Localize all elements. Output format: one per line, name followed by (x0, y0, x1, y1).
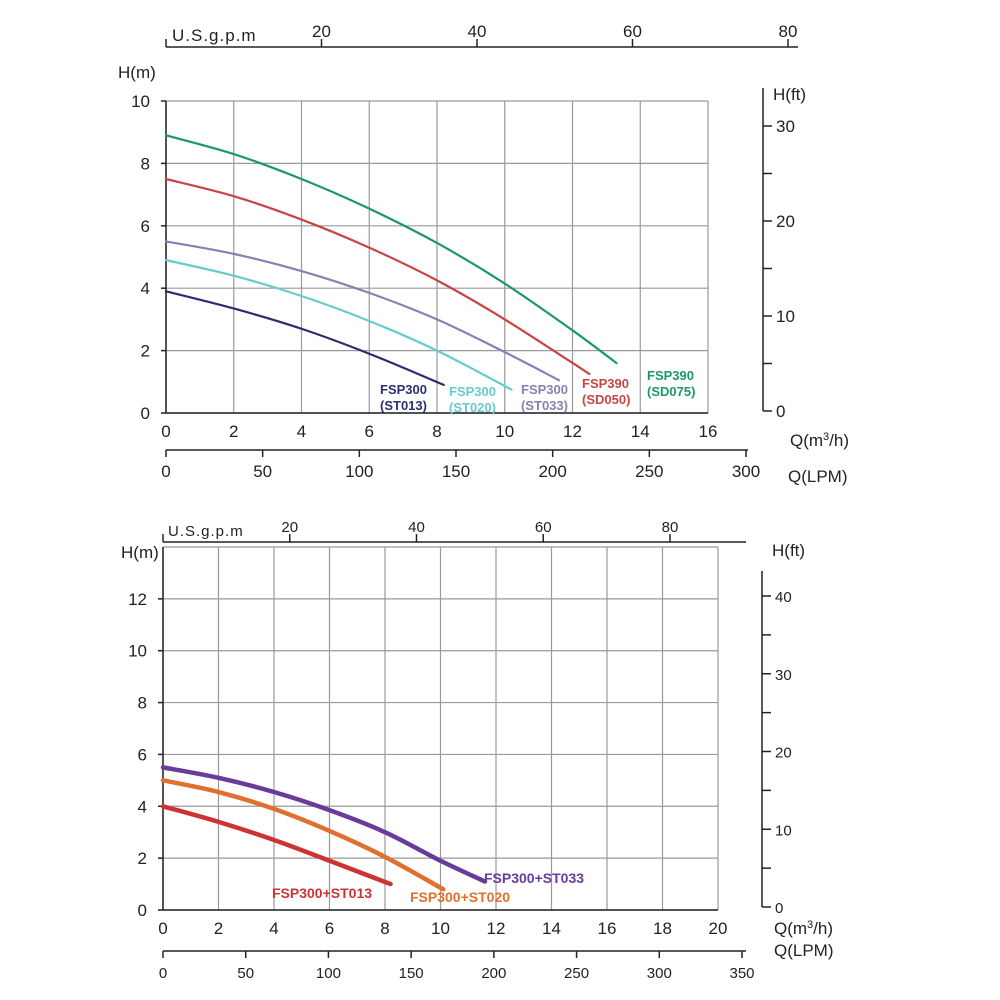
right-axis-tick-label: 30 (775, 667, 792, 684)
top-axis-tick-label: 40 (468, 22, 487, 41)
x-tick-label: 14 (542, 919, 561, 938)
top-axis-tick-label: 80 (779, 22, 798, 41)
y-tick-label: 0 (138, 901, 147, 920)
bottom-axis-tick-label: 200 (481, 965, 506, 982)
x-tick-label: 14 (631, 422, 650, 441)
y-tick-label: 12 (128, 590, 147, 609)
right-axis-tick-label: 0 (776, 402, 785, 421)
right-axis-tick-label: 0 (775, 900, 783, 917)
bottom-axis-tick-label: 150 (442, 462, 470, 481)
top-axis-label: U.S.g.p.m (172, 26, 257, 45)
series-line (160, 765, 488, 884)
x-tick-label: 16 (598, 919, 617, 938)
x-tick-label: 6 (365, 422, 374, 441)
series-line (164, 177, 591, 376)
x-tick-label: 20 (709, 919, 728, 938)
x-tick-label: 4 (297, 422, 306, 441)
x-tick-label: 6 (325, 919, 334, 938)
series-line (160, 804, 393, 887)
top-axis-tick-label: 40 (408, 519, 425, 536)
grid-lines (162, 546, 719, 911)
x-tick-label: 0 (161, 422, 170, 441)
top-axis-tick-label: 60 (623, 22, 642, 41)
x-tick-label: 18 (653, 919, 672, 938)
bottom-axis-tick-label: 0 (161, 462, 170, 481)
y-tick-label: 2 (141, 342, 150, 361)
top-axis-tick-label: 20 (281, 519, 298, 536)
x-tick-label: 4 (269, 919, 278, 938)
y-axis-label: H(m) (118, 63, 156, 82)
y-tick-label: 2 (138, 849, 147, 868)
x-tick-label: 2 (229, 422, 238, 441)
right-axis-label: H(ft) (773, 85, 806, 104)
bottom-axis-tick-label: 50 (237, 965, 254, 982)
series-label: FSP300+ST020 (410, 889, 510, 905)
series-label: FSP390 (SD050) (582, 376, 630, 407)
y-tick-label: 8 (138, 694, 147, 713)
bottom-axis-label: Q(LPM) (774, 941, 834, 960)
chart-1: 0 2 4 6 8 10 H(m) 0 2 4 6 8 10 12 14 16 Q(m3/h) U.S.g.p.m… (118, 22, 849, 486)
bottom-axis-tick-label: 350 (729, 965, 754, 982)
series-line (164, 259, 513, 391)
chart-2: 0 2 4 6 8 10 12 H(m) 0 2 4 6 8 10 12 14 16 18 20 Q(m3/h) U.S… (121, 519, 834, 982)
y-tick-label: 6 (138, 745, 147, 764)
x-tick-label: 12 (563, 422, 582, 441)
right-axis-label: H(ft) (772, 541, 805, 560)
bottom-axis-tick-label: 50 (253, 462, 272, 481)
right-axis-tick-label: 30 (776, 117, 795, 136)
y-tick-label: 10 (131, 92, 150, 111)
x-tick-label: 10 (495, 422, 514, 441)
bottom-axis-tick-label: 100 (345, 462, 373, 481)
series-label: FSP300+ST033 (484, 870, 584, 886)
bottom-axis-tick-label: 250 (635, 462, 663, 481)
x-axis-label: Q(m3/h) (774, 919, 833, 938)
x-tick-label: 0 (158, 919, 167, 938)
y-tick-label: 10 (128, 642, 147, 661)
y-tick-label: 4 (138, 797, 147, 816)
series-label: FSP300 (ST020) (449, 384, 496, 415)
x-tick-label: 8 (432, 422, 441, 441)
top-axis-label: U.S.g.p.m (168, 523, 244, 540)
bottom-axis-tick-label: 300 (647, 965, 672, 982)
x-tick-label: 2 (214, 919, 223, 938)
series-line (164, 240, 561, 382)
y-tick-label: 0 (141, 404, 150, 423)
right-axis-tick-label: 40 (775, 589, 792, 606)
series-label: FSP300+ST013 (272, 885, 372, 901)
top-axis-tick-label: 20 (312, 22, 331, 41)
right-axis-tick-label: 20 (776, 212, 795, 231)
y-tick-label: 4 (141, 279, 150, 298)
series-line (164, 134, 618, 365)
series-label: FSP390 (SD075) (647, 368, 695, 399)
x-tick-label: 16 (699, 422, 718, 441)
series-label: FSP300 (ST033) (521, 382, 568, 413)
right-axis-tick-label: 10 (776, 307, 795, 326)
x-tick-label: 10 (431, 919, 450, 938)
top-axis-tick-label: 80 (662, 519, 679, 536)
x-axis-label: Q(m3/h) (790, 431, 849, 450)
right-axis-tick-label: 20 (775, 745, 792, 762)
bottom-axis-tick-label: 200 (538, 462, 566, 481)
y-axis-label: H(m) (121, 543, 159, 562)
bottom-axis-tick-label: 250 (564, 965, 589, 982)
bottom-axis-tick-label: 0 (159, 965, 167, 982)
series-label: FSP300 (ST013) (380, 382, 427, 413)
top-axis-tick-label: 60 (535, 519, 552, 536)
series-line (160, 778, 446, 892)
x-tick-label: 12 (487, 919, 506, 938)
x-tick-label: 8 (380, 919, 389, 938)
series-line (164, 290, 445, 387)
bottom-axis-label: Q(LPM) (788, 467, 848, 486)
y-tick-label: 8 (141, 154, 150, 173)
bottom-axis-tick-label: 100 (316, 965, 341, 982)
y-tick-label: 6 (141, 217, 150, 236)
bottom-axis-tick-label: 150 (399, 965, 424, 982)
bottom-axis-tick-label: 300 (732, 462, 760, 481)
right-axis-tick-label: 10 (775, 822, 792, 839)
